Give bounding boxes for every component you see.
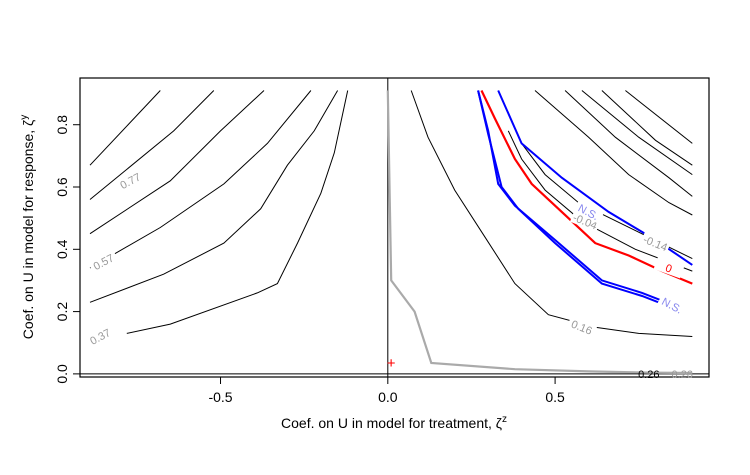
contour-label-4-bg: [87, 249, 119, 274]
contour-line-left-5: [126, 90, 349, 334]
y-axis-label-text: Coef. on U in model for response, ζ: [20, 120, 36, 339]
contour-line-left-0: [89, 90, 161, 166]
contour-line-left-4: [89, 90, 339, 303]
y-tick-label-1: 0.2: [54, 302, 70, 322]
contour-label-12-bg: [569, 209, 601, 233]
zero-contour-label-bg: [653, 256, 685, 279]
x-tick-label-1: 0.0: [378, 389, 398, 405]
bound-contour-line-2: [477, 90, 683, 313]
y-axis: 0.0 0.2 0.4 0.6 0.8: [54, 115, 81, 384]
markers: +: [387, 355, 396, 372]
y-axis-label-sup: y: [19, 115, 30, 120]
zero-contour-line: [480, 90, 693, 285]
contour-label-2-bg: [114, 168, 146, 193]
plus-marker: +: [387, 355, 396, 372]
y-axis-label: Coef. on U in model for response, ζy: [19, 115, 36, 339]
contour-line-left-3: [89, 90, 312, 269]
y-tick-label-0: 0.0: [54, 364, 70, 384]
x-axis-label-text: Coef. on U in model for treatment, ζ: [281, 415, 502, 431]
contour-lines: [89, 90, 693, 375]
contour-label-11-bg: [640, 231, 672, 254]
y-tick-label-4: 0.8: [54, 115, 70, 135]
contour-line-right-6: [534, 90, 693, 216]
bound-contour-label-1-bg: [657, 292, 688, 318]
x-axis-label-sup: z: [502, 414, 507, 425]
contour-line-right-9: [601, 90, 693, 166]
y-tick-label-2: 0.4: [54, 239, 70, 259]
bound-contour-label-0-bg: [573, 199, 605, 224]
x-tick-label-2: 0.5: [545, 389, 565, 405]
x-tick-label-0: -0.5: [208, 389, 232, 405]
y-tick-label-3: 0.6: [54, 177, 70, 197]
contour-line-left-2: [89, 90, 265, 235]
grey-contour-label-1: 0.26: [672, 369, 693, 381]
x-axis: -0.5 0.0 0.5: [208, 376, 565, 405]
x-axis-label: Coef. on U in model for treatment, ζz: [281, 414, 507, 431]
plot-panel: [79, 77, 710, 378]
contour-line-right-7: [564, 90, 693, 197]
contour-line-right-13: [410, 90, 693, 337]
contour-line-right-8: [581, 90, 693, 176]
contour-label-13-bg: [566, 315, 598, 338]
contour-line-right-10: [625, 90, 693, 144]
contour-label-5-bg: [84, 323, 116, 349]
grey-contour-label-0: 0.26: [638, 369, 659, 381]
contour-line-left-1: [89, 90, 215, 200]
contour-line-right-12: [507, 130, 693, 272]
grey-contour-line: [386, 90, 693, 375]
zero-contour-label: 0: [664, 262, 674, 275]
